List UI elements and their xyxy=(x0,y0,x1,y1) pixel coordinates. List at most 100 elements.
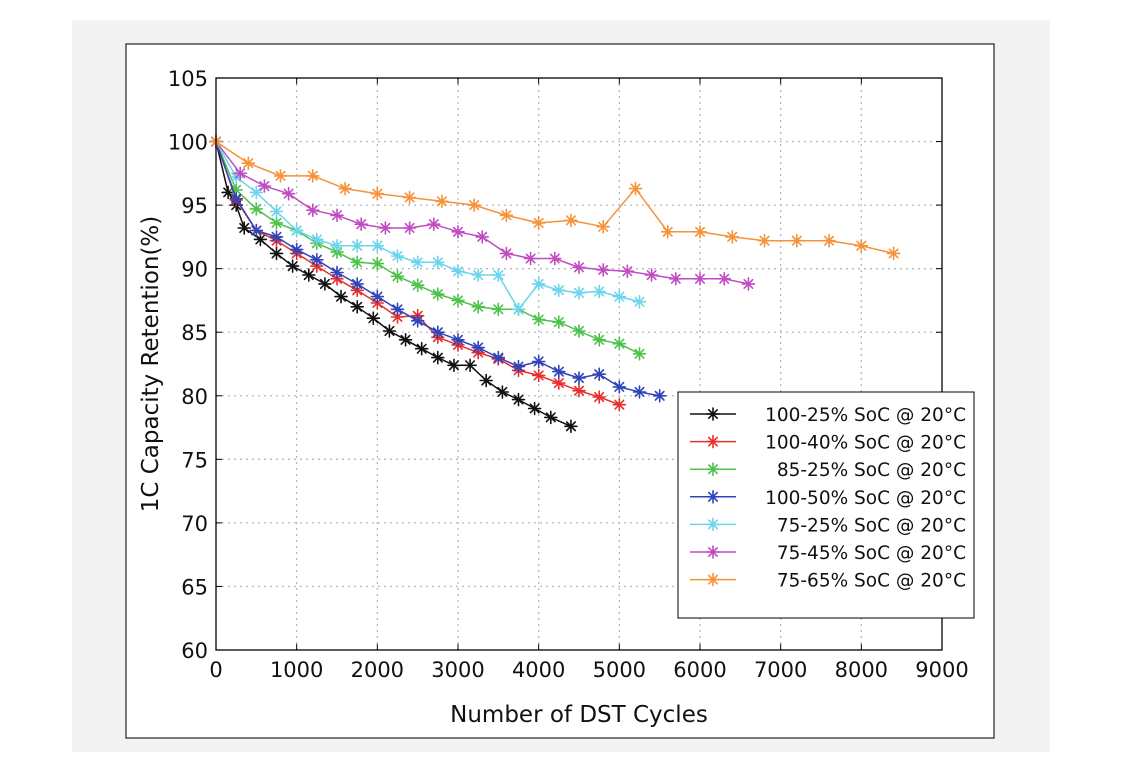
x-tick-label: 5000 xyxy=(593,658,646,682)
series-line xyxy=(215,141,640,311)
data-point xyxy=(398,333,413,347)
marker-strokes xyxy=(491,350,506,365)
data-point xyxy=(257,179,272,193)
marker-strokes xyxy=(285,259,300,273)
marker-strokes xyxy=(564,419,578,434)
data-point xyxy=(523,251,538,266)
marker-strokes xyxy=(620,264,635,278)
data-point xyxy=(431,255,445,270)
data-point xyxy=(564,213,578,228)
data-point xyxy=(435,194,449,209)
data-point xyxy=(338,181,352,196)
series-1 xyxy=(209,134,578,434)
data-point xyxy=(390,249,405,263)
marker-strokes xyxy=(471,300,485,314)
data-point xyxy=(330,208,344,223)
data-point xyxy=(471,340,485,355)
marker-strokes xyxy=(289,242,304,257)
marker-strokes xyxy=(495,385,510,399)
marker-strokes xyxy=(431,287,445,301)
data-point xyxy=(552,364,566,379)
data-point xyxy=(491,302,506,317)
series-group xyxy=(209,134,901,434)
data-point xyxy=(451,293,465,308)
legend-marker xyxy=(706,462,720,476)
marker-strokes xyxy=(706,462,720,476)
marker-strokes xyxy=(741,277,756,291)
marker-strokes xyxy=(669,272,683,286)
marker-strokes xyxy=(463,358,477,373)
data-point xyxy=(669,272,683,286)
data-point xyxy=(269,204,284,219)
data-point xyxy=(491,350,506,365)
marker-strokes xyxy=(572,324,586,338)
data-point xyxy=(620,264,635,278)
marker-strokes xyxy=(592,333,606,347)
legend-entry: 75-65% SoC @ 20°C xyxy=(690,571,966,592)
data-point xyxy=(467,198,481,212)
marker-strokes xyxy=(706,434,720,449)
marker-strokes xyxy=(511,302,526,317)
data-point xyxy=(511,359,526,374)
marker-strokes xyxy=(398,333,413,347)
series-7 xyxy=(209,134,901,261)
marker-strokes xyxy=(491,268,506,282)
marker-strokes xyxy=(350,300,364,314)
data-point xyxy=(693,225,707,239)
data-point xyxy=(273,169,288,183)
data-point xyxy=(330,265,344,280)
legend: 100-25% SoC @ 20°C 100-40% SoC @ 20°C 85-2… xyxy=(677,391,975,619)
marker-strokes xyxy=(382,324,397,338)
marker-strokes xyxy=(527,401,542,416)
y-tick-label: 80 xyxy=(181,385,208,409)
x-tick-label: 2000 xyxy=(351,658,404,682)
marker-strokes xyxy=(249,202,264,216)
marker-strokes xyxy=(592,367,606,381)
legend-marker xyxy=(706,407,720,421)
data-point xyxy=(310,253,324,267)
marker-strokes xyxy=(592,284,606,299)
data-point xyxy=(463,358,477,373)
data-point xyxy=(495,385,510,399)
data-point xyxy=(612,336,627,351)
marker-strokes xyxy=(790,233,804,248)
marker-strokes xyxy=(552,315,566,329)
marker-strokes xyxy=(330,265,344,280)
data-point xyxy=(370,256,385,271)
marker-strokes xyxy=(414,341,429,356)
marker-strokes xyxy=(402,221,417,235)
data-point xyxy=(531,312,546,327)
marker-strokes xyxy=(552,283,566,298)
legend-entry: 75-25% SoC @ 20°C xyxy=(690,515,966,536)
data-point xyxy=(382,324,397,338)
data-point xyxy=(475,230,489,244)
data-point xyxy=(572,260,586,275)
marker-strokes xyxy=(451,225,465,239)
data-point xyxy=(390,302,405,317)
data-point xyxy=(572,383,586,398)
data-point xyxy=(370,239,385,253)
marker-strokes xyxy=(592,390,606,404)
data-point xyxy=(644,268,659,282)
data-point xyxy=(527,401,542,416)
data-point xyxy=(854,239,869,253)
data-point xyxy=(390,269,405,284)
data-point xyxy=(269,230,284,244)
marker-strokes xyxy=(612,289,627,304)
data-point xyxy=(233,166,247,181)
y-tick-label: 85 xyxy=(181,321,208,345)
marker-strokes xyxy=(552,364,566,379)
legend-marker xyxy=(706,434,720,449)
x-tick-label: 8000 xyxy=(835,658,888,682)
marker-strokes xyxy=(431,325,445,339)
data-point xyxy=(370,186,385,201)
data-point xyxy=(552,315,566,329)
data-point xyxy=(354,217,368,231)
data-point xyxy=(632,385,647,399)
marker-strokes xyxy=(854,239,869,253)
data-point xyxy=(431,287,445,301)
data-point xyxy=(289,223,304,238)
marker-strokes xyxy=(531,368,546,383)
data-point xyxy=(531,277,546,291)
